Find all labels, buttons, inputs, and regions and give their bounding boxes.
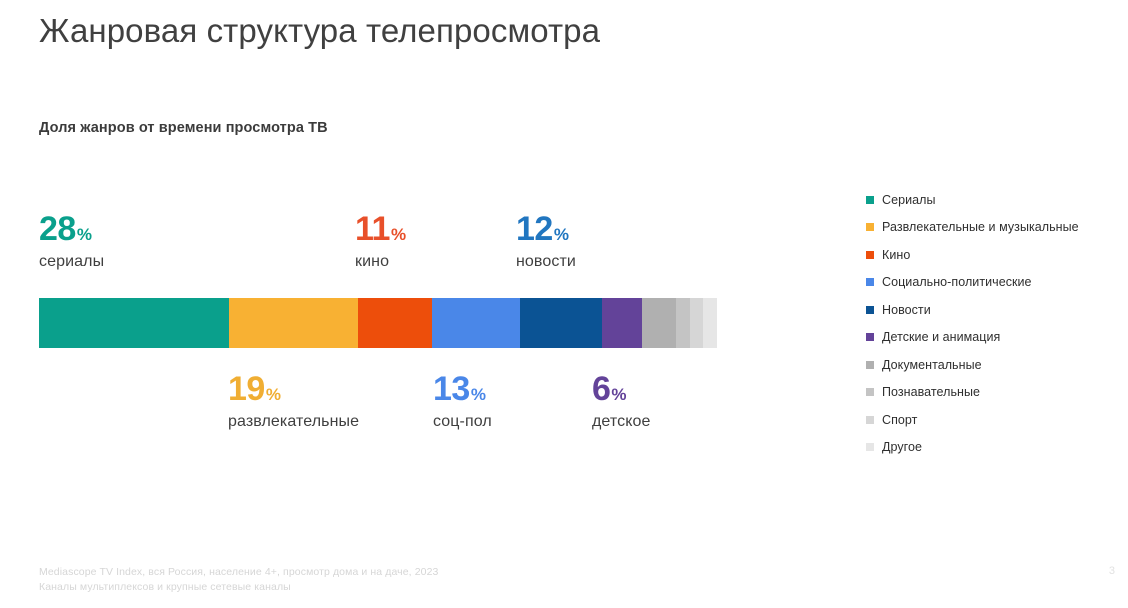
legend-item-label: Сериалы xyxy=(882,192,936,207)
legend-item-label: Социально-политические xyxy=(882,275,1032,290)
bar-segment xyxy=(642,298,677,348)
callout: 13% соц-пол xyxy=(433,372,492,431)
callout-caption: соц-пол xyxy=(433,413,492,430)
legend-item[interactable]: Спорт xyxy=(866,406,1116,434)
legend-item[interactable]: Развлекательные и музыкальные xyxy=(866,214,1116,242)
legend-item[interactable]: Новости xyxy=(866,296,1116,324)
legend-item[interactable]: Другое xyxy=(866,434,1116,462)
callout-percent-sign: % xyxy=(611,385,627,404)
callout: 11% кино xyxy=(355,212,406,271)
bar-segment xyxy=(357,298,433,348)
legend-item-label: Развлекательные и музыкальные xyxy=(882,220,1079,235)
legend-item-label: Познавательные xyxy=(882,385,981,400)
callout-value: 28 xyxy=(39,210,76,248)
callout-caption: детское xyxy=(592,413,651,430)
callout-caption: новости xyxy=(516,253,576,270)
bar-segment xyxy=(228,298,358,348)
callout: 19% развлекательные xyxy=(228,372,359,431)
legend-item-label: Детские и анимация xyxy=(882,330,1001,345)
callout-percent-sign: % xyxy=(470,385,486,404)
callout-value: 19 xyxy=(228,370,265,408)
legend-item[interactable]: Познавательные xyxy=(866,379,1116,407)
callout-percent-sign: % xyxy=(76,225,92,244)
legend-swatch-icon xyxy=(866,388,874,397)
bar-segment xyxy=(601,298,643,348)
chart-subtitle: Доля жанров от времени просмотра ТВ xyxy=(39,120,328,136)
callout: 6% детское xyxy=(592,372,651,431)
legend-swatch-icon xyxy=(866,250,874,259)
legend-item-label: Новости xyxy=(882,302,931,317)
legend-item-label: Кино xyxy=(882,247,911,262)
source-footnote: Mediascope TV Index, вся Россия, населен… xyxy=(39,565,438,595)
legend-swatch-icon xyxy=(866,223,874,232)
footnote-line-2: Каналы мультиплексов и крупные сетевые к… xyxy=(39,581,291,593)
legend-item[interactable]: Кино xyxy=(866,241,1116,269)
legend-swatch-icon xyxy=(866,333,874,342)
page-number: 3 xyxy=(1108,565,1115,577)
legend-swatch-icon xyxy=(866,415,874,424)
legend-item-label: Другое xyxy=(882,440,923,455)
legend-item[interactable]: Детские и анимация xyxy=(866,324,1116,352)
bar-segment xyxy=(520,298,602,348)
legend-item[interactable]: Документальные xyxy=(866,351,1116,379)
chart-legend: Сериалы Развлекательные и музыкальные Кино… xyxy=(866,186,1116,461)
legend-item[interactable]: Социально-политические xyxy=(866,269,1116,297)
legend-swatch-icon xyxy=(866,443,874,452)
bar-segment xyxy=(689,298,704,348)
callout-value: 12 xyxy=(516,210,553,248)
bar-segment xyxy=(39,298,229,348)
legend-swatch-icon xyxy=(866,278,874,287)
legend-item[interactable]: Сериалы xyxy=(866,186,1116,214)
callout-percent-sign: % xyxy=(390,225,407,244)
callout-percent-sign: % xyxy=(265,385,281,404)
stacked-bar-chart xyxy=(39,298,717,348)
callout-value: 13 xyxy=(433,370,470,408)
callout-caption: кино xyxy=(355,253,390,270)
bar-segment xyxy=(676,298,690,348)
callout-value: 6 xyxy=(592,370,611,408)
legend-item-label: Документальные xyxy=(882,357,982,372)
callout-caption: развлекательные xyxy=(228,413,360,430)
page-title: Жанровая структура телепросмотра xyxy=(39,12,601,49)
callout: 28% сериалы xyxy=(39,212,104,271)
callout-caption: сериалы xyxy=(39,253,105,270)
legend-item-label: Спорт xyxy=(882,412,918,427)
callout: 12% новости xyxy=(516,212,576,271)
bar-segment xyxy=(432,298,521,348)
footnote-line-1: Mediascope TV Index, вся Россия, населен… xyxy=(39,566,439,578)
bar-segment xyxy=(703,298,717,348)
legend-swatch-icon xyxy=(866,305,874,314)
legend-swatch-icon xyxy=(866,360,874,369)
callout-percent-sign: % xyxy=(553,225,569,244)
callout-value: 11 xyxy=(355,210,390,248)
legend-swatch-icon xyxy=(866,195,874,204)
